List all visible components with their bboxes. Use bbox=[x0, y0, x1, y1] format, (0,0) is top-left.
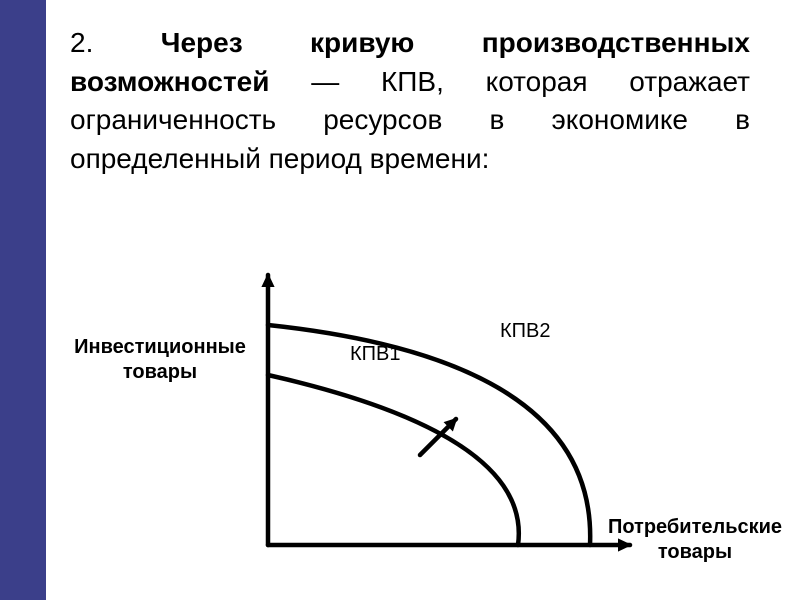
heading-text: 2. Через кривую производственных возможн… bbox=[70, 24, 750, 179]
heading-block: 2. Через кривую производственных возможн… bbox=[70, 24, 750, 179]
left-accent-band bbox=[0, 0, 46, 600]
item-number: 2. bbox=[70, 27, 93, 58]
ppf-chart: Инвестиционные товары Потребительские то… bbox=[70, 265, 750, 585]
chart-svg bbox=[220, 265, 680, 585]
